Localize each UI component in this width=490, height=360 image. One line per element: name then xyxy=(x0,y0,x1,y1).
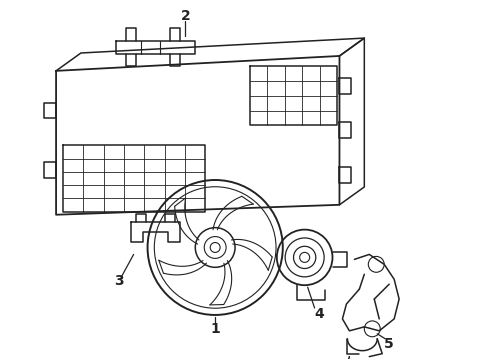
Text: 3: 3 xyxy=(114,274,123,288)
Text: 5: 5 xyxy=(384,337,394,351)
Text: 2: 2 xyxy=(180,9,190,23)
Text: 1: 1 xyxy=(210,322,220,336)
Text: 4: 4 xyxy=(315,307,324,321)
